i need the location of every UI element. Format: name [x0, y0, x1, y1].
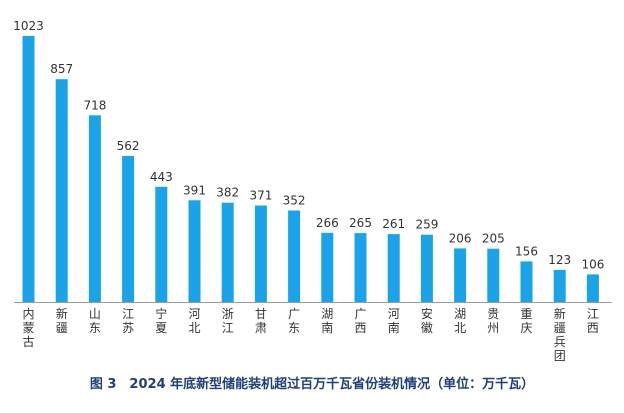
category-label: 山东 — [89, 307, 101, 335]
bar — [487, 248, 500, 302]
value-label: 857 — [50, 62, 73, 76]
bar — [387, 234, 400, 302]
figure-caption: 图 3 2024 年底新型储能装机超过百万千瓦省份装机情况（单位：万千瓦） — [89, 377, 535, 392]
value-label: 261 — [382, 217, 405, 231]
bar-chart: 1023 857 718 562 443 391 382 371 352 266 265 261 259… — [13, 19, 612, 363]
category-label: 广西 — [354, 307, 366, 335]
bar — [420, 234, 433, 302]
value-label: 106 — [581, 257, 604, 271]
bar — [586, 274, 599, 302]
value-label: 443 — [150, 170, 173, 184]
category-label: 河南 — [388, 307, 400, 335]
value-label: 1023 — [13, 19, 44, 33]
bar — [553, 270, 566, 302]
bar — [288, 210, 301, 302]
category-label: 重庆 — [520, 307, 532, 335]
category-label: 广东 — [288, 307, 300, 335]
value-label: 391 — [183, 183, 206, 197]
value-label: 205 — [482, 232, 505, 246]
category-label: 湖北 — [454, 306, 466, 335]
bar — [454, 248, 467, 302]
category-label: 甘肃 — [255, 307, 267, 335]
category-label: 新疆 — [56, 306, 68, 335]
value-label: 123 — [548, 253, 571, 267]
bar — [188, 200, 201, 302]
bar — [155, 186, 168, 302]
value-label: 371 — [249, 189, 272, 203]
category-label: 江西 — [587, 307, 599, 335]
value-label: 259 — [415, 218, 438, 232]
category-label: 江苏 — [122, 307, 134, 335]
value-label: 352 — [283, 194, 306, 208]
bar — [254, 205, 267, 302]
bar — [221, 202, 234, 302]
value-label: 562 — [117, 139, 140, 153]
value-label: 382 — [216, 186, 239, 200]
category-label: 浙江 — [222, 307, 234, 335]
bar — [520, 261, 533, 302]
bar — [354, 233, 367, 302]
bar — [321, 232, 334, 302]
value-label: 266 — [316, 216, 339, 230]
value-label: 206 — [449, 231, 472, 245]
bar — [122, 155, 135, 302]
category-label: 河北 — [188, 307, 200, 335]
value-label: 265 — [349, 216, 372, 230]
category-label: 新疆兵团 — [554, 306, 566, 363]
bar — [55, 79, 68, 302]
value-label: 156 — [515, 244, 538, 258]
bar — [22, 36, 35, 302]
category-label: 贵州 — [487, 307, 499, 335]
category-label: 宁夏 — [155, 306, 167, 335]
category-label: 湖南 — [321, 306, 333, 335]
category-label: 内蒙古 — [22, 307, 34, 349]
bar — [88, 115, 101, 302]
category-label: 安徽 — [421, 306, 433, 335]
value-label: 718 — [83, 98, 106, 112]
